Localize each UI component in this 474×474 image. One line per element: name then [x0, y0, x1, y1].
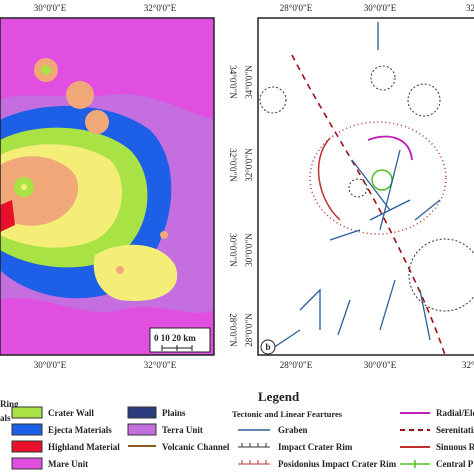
legend-right: Legend Tectonic and Linear Feartures Gra… [232, 389, 474, 469]
lat-label: 30°0'0"N [244, 233, 254, 267]
legend-item: Central P [436, 459, 474, 469]
legend-item: Posidonius Impact Crater Rim [278, 459, 397, 469]
lat-label: 28°0'0"N [228, 313, 238, 347]
legend-item: Ring [0, 399, 19, 409]
lon-label: 32°0'0"E [144, 360, 177, 370]
lat-label: 34°0'0"N [244, 65, 254, 99]
lon-label: 28°0'0"E [280, 3, 313, 13]
panel-label: b [265, 342, 270, 352]
legend-item: Crater Wall [48, 408, 94, 418]
legend-item: Volcanic Channel [162, 442, 230, 452]
scale-label: 0 10 20 km [154, 333, 196, 343]
legend-subtitle: Tectonic and Linear Feartures [232, 409, 343, 419]
legend-item: als [0, 413, 11, 423]
legend-item: Highland Material [48, 442, 120, 452]
lon-label: 32° [466, 3, 474, 13]
legend-item: Serenitatis [436, 425, 474, 435]
legend-item: Radial/Elo [436, 408, 474, 418]
legend-item: Graben [278, 425, 308, 435]
lon-label: 32°0'0"E [144, 3, 177, 13]
legend-title: Legend [258, 389, 300, 404]
geologic-map: 0 10 20 km 30°0'0"E 32°0'0"E 30°0'0"E 32… [0, 3, 238, 370]
lat-label: 32°0'0"N [228, 148, 238, 182]
tectonic-map: b 28°0'0"E 30°0'0"E 32° 28°0'0"E 30°0'0"… [244, 3, 474, 370]
lon-label: 28°0'0"E [280, 360, 313, 370]
legend-left: Ring als Crater Wall Plains Ejecta Mater… [0, 399, 230, 470]
legend-item: Mare Unit [48, 459, 88, 469]
lat-label: 32°0'0"N [244, 148, 254, 182]
lon-label: 30°0'0"E [34, 360, 67, 370]
legend-item: Ejecta Materials [48, 425, 112, 435]
lat-label: 34°0'0"N [228, 65, 238, 99]
legend-item: Impact Crater Rim [278, 442, 353, 452]
lat-label: 28°0'0"N [244, 313, 254, 347]
legend-item: Terra Unit [162, 425, 203, 435]
lon-label: 32° [462, 360, 474, 370]
legend-item: Sinuous Ri [436, 442, 474, 452]
lon-label: 30°0'0"E [364, 3, 397, 13]
lon-label: 30°0'0"E [34, 3, 67, 13]
lat-label: 30°0'0"N [228, 233, 238, 267]
legend-item: Plains [162, 408, 186, 418]
lon-label: 30°0'0"E [364, 360, 397, 370]
